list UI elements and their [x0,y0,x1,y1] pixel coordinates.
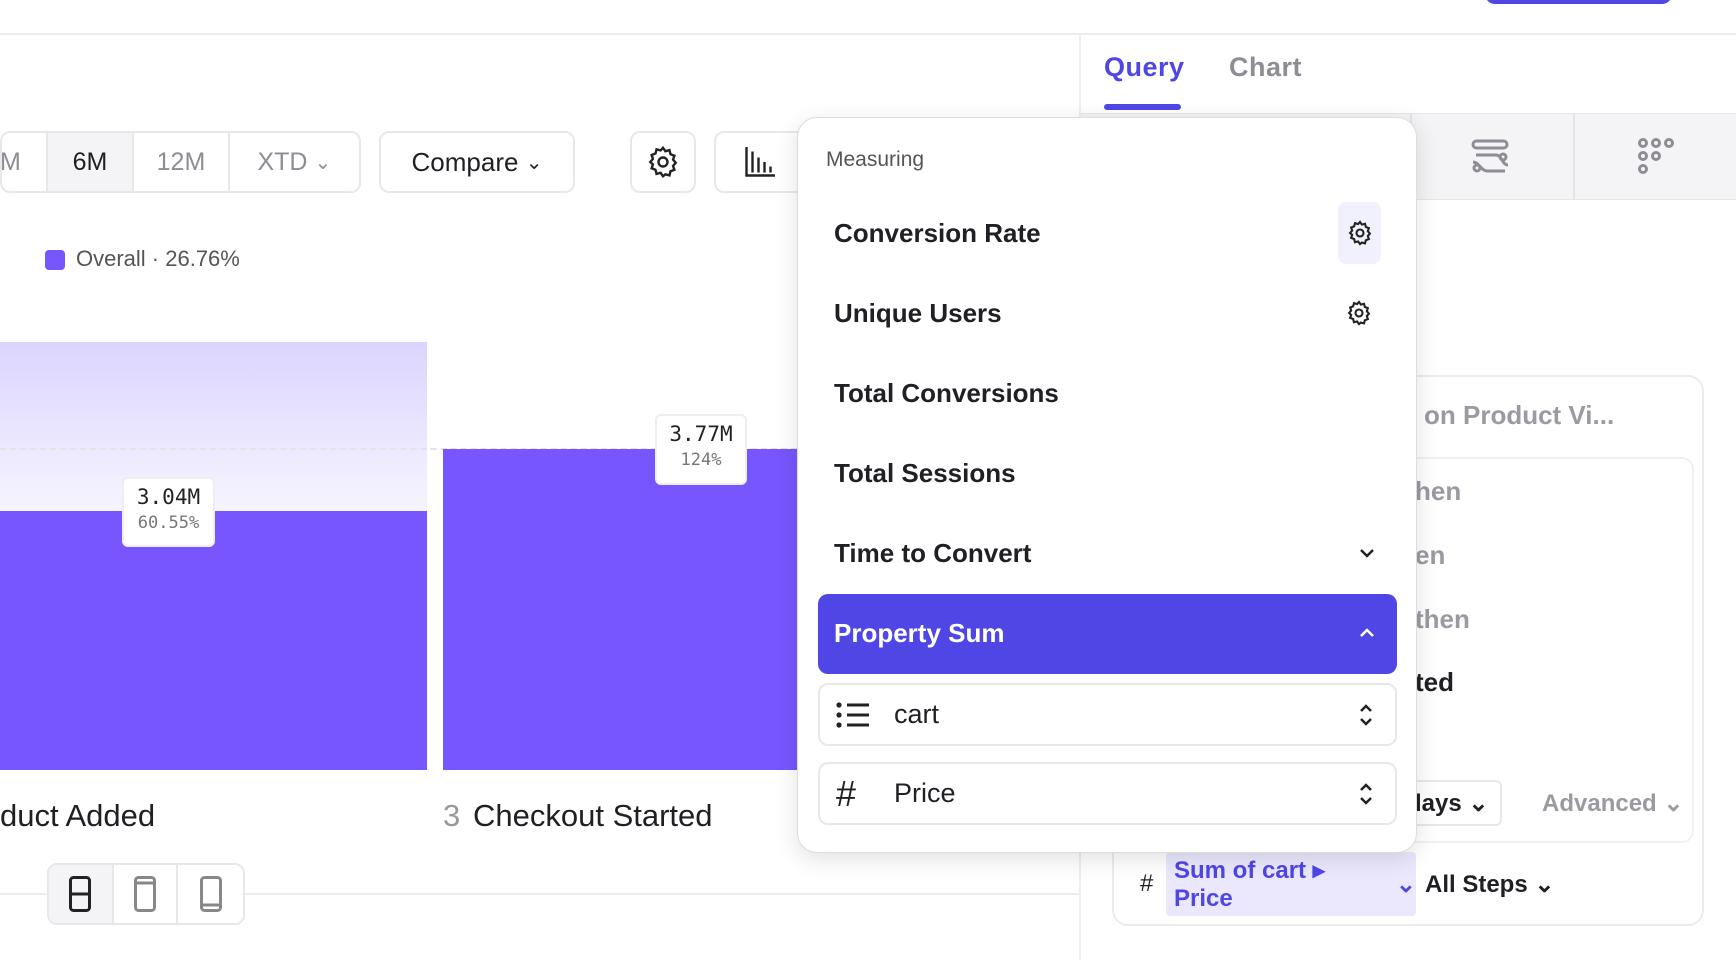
grid-dots-icon[interactable] [1637,137,1677,177]
data-label-percent: 60.55% [137,513,200,533]
range-option[interactable]: M [2,133,48,191]
bar-1[interactable] [0,511,427,770]
tab-query[interactable]: Query [1104,52,1185,82]
measure-pill-label: Sum of cart ▸ Price [1174,856,1325,912]
chevron-down-icon: ⌄ [314,151,332,174]
step-item[interactable]: hen [1415,476,1462,506]
step-number: 3 [443,798,461,833]
settings-button[interactable] [630,131,696,193]
menu-item-total-conversions[interactable]: Total Conversions [834,378,1059,408]
flows-icon[interactable] [1470,137,1510,177]
layout-top-icon[interactable] [114,865,179,923]
chevron-up-icon [1358,624,1376,642]
compare-label: Compare [411,146,519,177]
data-label: 3.04M 60.55% [122,477,215,547]
menu-item-unique-users[interactable]: Unique Users [834,298,1002,328]
gear-icon[interactable] [1345,299,1373,327]
menu-item-conversion-rate[interactable]: Conversion Rate [834,218,1041,248]
hash-icon: # [836,772,857,814]
gear-icon [648,145,678,178]
hash-icon: # [1140,870,1154,897]
primary-button[interactable] [1485,0,1672,4]
conversion-window-label: lays ⌄ [1415,789,1489,818]
data-label: 3.77M 124% [655,414,747,485]
divider [0,893,1079,895]
data-label-percent: 124% [680,450,722,470]
step-item[interactable]: then [1415,604,1470,634]
active-tab-indicator [1104,104,1181,110]
property-number-select[interactable]: # Price [818,762,1397,825]
step-label[interactable]: duct Added [0,798,156,833]
xtd-label: XTD [257,147,308,176]
chevron-down-icon: ⌄ [525,151,543,174]
property-list-select[interactable]: cart [818,683,1397,746]
query-title: on Product Vi... [1424,400,1615,430]
advanced-label: Advanced [1542,790,1657,817]
measure-pill[interactable]: Sum of cart ▸ Price ⌄ [1166,852,1416,916]
measuring-dropdown: Measuring Conversion Rate Unique Users T… [797,117,1417,853]
property-sum-label: Property Sum [834,618,1005,648]
chevron-down-icon: ⌄ [1395,870,1416,898]
all-steps-label: All Steps [1425,871,1528,898]
layout-bottom-icon[interactable] [178,865,243,923]
all-steps-button[interactable]: All Steps ⌄ [1425,870,1554,899]
property-list-value: cart [894,699,940,729]
legend-label[interactable]: Overall · 26.76% [76,246,240,271]
list-icon [836,701,869,728]
dropdown-title: Measuring [826,148,925,171]
property-number-value: Price [894,778,956,808]
legend-swatch [45,250,65,270]
bar-2[interactable] [443,449,797,770]
step-label[interactable]: Checkout Started [473,798,713,833]
advanced-button[interactable]: Advanced ⌄ [1542,789,1683,818]
tab-chart[interactable]: Chart [1229,52,1303,82]
header-divider [0,33,1736,35]
bar-chart-icon [745,147,775,177]
data-label-value: 3.04M [136,485,201,509]
gridline [0,448,797,450]
viz-divider [1573,113,1575,200]
gear-icon[interactable] [1338,202,1381,264]
chevron-down-icon [1358,544,1376,562]
range-option-xtd[interactable]: XTD ⌄ [230,133,359,191]
date-range-selector: M 6M 12M XTD ⌄ [0,131,361,193]
layout-toggle [47,863,245,925]
data-label-value: 3.77M [669,422,733,446]
chevron-down-icon: ⌄ [1534,871,1555,898]
range-option-selected[interactable]: 6M [47,133,135,191]
updown-chevron-icon [1360,703,1372,726]
step-item[interactable]: ted [1415,667,1454,697]
compare-button[interactable]: Compare ⌄ [379,131,575,193]
range-option[interactable]: 12M [134,133,230,191]
layout-split-icon[interactable] [49,865,114,923]
window-value: lays [1415,790,1462,817]
chevron-down-icon: ⌄ [1468,790,1489,817]
menu-item-total-sessions[interactable]: Total Sessions [834,458,1016,488]
step-item[interactable]: en [1415,540,1446,570]
chevron-down-icon: ⌄ [1663,790,1684,817]
menu-item-time-to-convert[interactable]: Time to Convert [834,538,1032,568]
menu-item-property-sum[interactable]: Property Sum [818,594,1397,674]
updown-chevron-icon [1360,782,1372,805]
